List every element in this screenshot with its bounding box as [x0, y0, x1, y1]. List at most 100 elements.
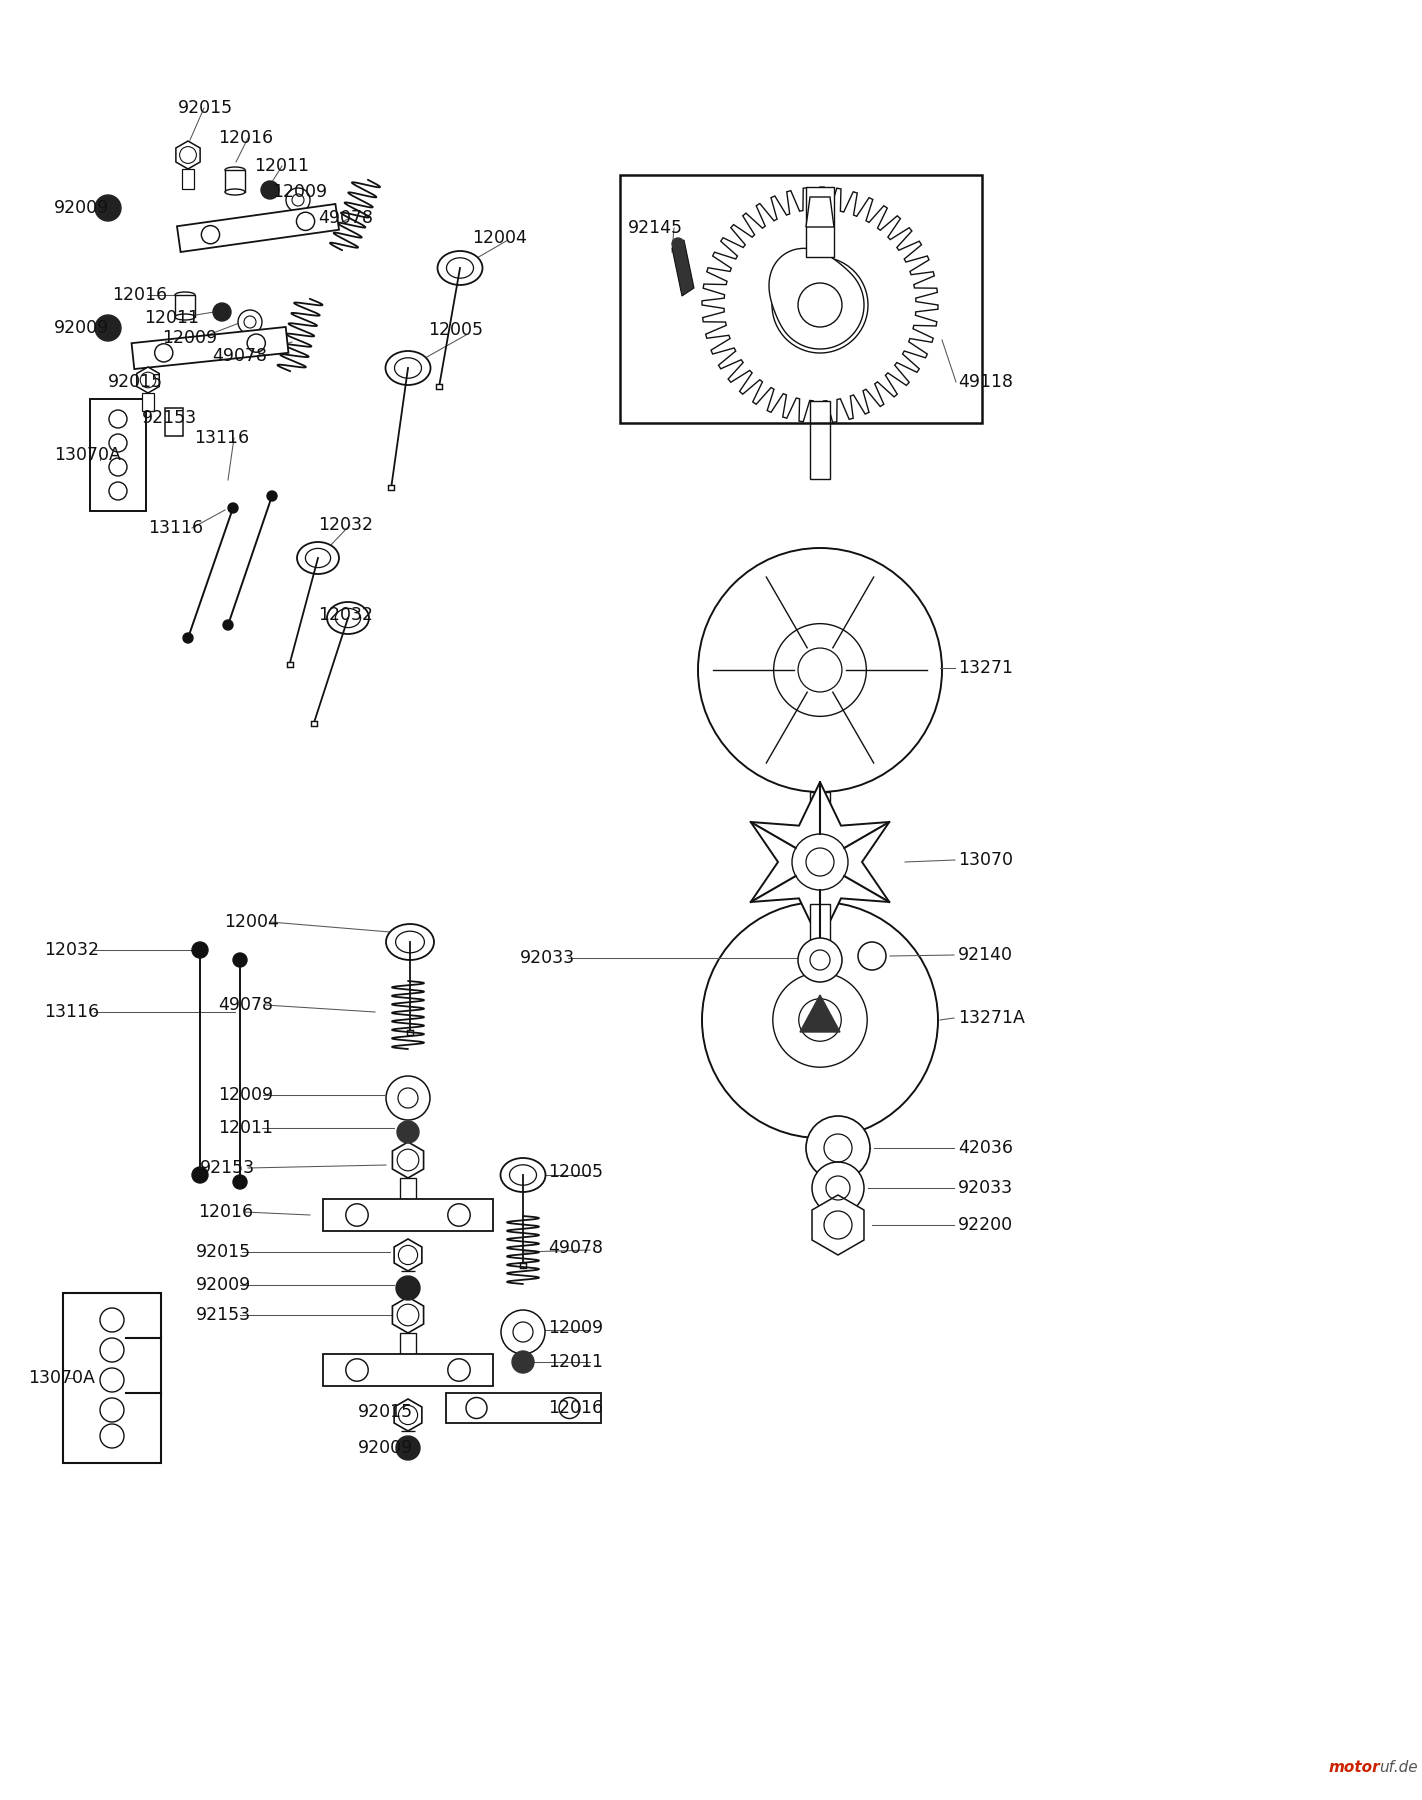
Text: 92153: 92153 — [142, 409, 198, 427]
Bar — [811, 792, 830, 857]
Polygon shape — [769, 248, 865, 349]
Bar — [806, 187, 833, 257]
Circle shape — [233, 952, 247, 967]
Circle shape — [772, 972, 867, 1067]
Ellipse shape — [225, 167, 245, 173]
Ellipse shape — [297, 542, 338, 574]
Bar — [811, 401, 830, 479]
Bar — [437, 383, 442, 389]
Bar — [142, 392, 154, 410]
Text: 49078: 49078 — [547, 1238, 603, 1256]
Circle shape — [192, 1166, 208, 1183]
Polygon shape — [132, 328, 289, 369]
Text: 92140: 92140 — [958, 947, 1012, 965]
Circle shape — [772, 257, 867, 353]
Text: 12016: 12016 — [112, 286, 168, 304]
Bar — [400, 1177, 417, 1208]
Text: 92009: 92009 — [358, 1438, 414, 1456]
Circle shape — [395, 1436, 419, 1460]
Bar — [620, 175, 983, 423]
Circle shape — [233, 1175, 247, 1190]
Polygon shape — [445, 1393, 600, 1424]
Text: 12016: 12016 — [198, 1202, 253, 1220]
Polygon shape — [394, 1399, 422, 1431]
Circle shape — [286, 187, 310, 212]
Text: 92015: 92015 — [358, 1402, 414, 1420]
Circle shape — [397, 1121, 419, 1143]
Bar — [388, 484, 394, 490]
Circle shape — [673, 238, 684, 250]
Ellipse shape — [385, 351, 431, 385]
Ellipse shape — [327, 601, 368, 634]
Circle shape — [806, 1116, 870, 1181]
Text: 12032: 12032 — [319, 517, 373, 535]
Circle shape — [95, 315, 121, 340]
Circle shape — [192, 941, 208, 958]
Polygon shape — [702, 187, 939, 423]
Bar — [182, 169, 195, 189]
Text: 49078: 49078 — [218, 995, 273, 1013]
Text: 92033: 92033 — [520, 949, 574, 967]
Polygon shape — [323, 1199, 493, 1231]
Text: 12011: 12011 — [218, 1120, 273, 1138]
Polygon shape — [801, 995, 840, 1031]
Polygon shape — [812, 1195, 865, 1255]
Text: 92200: 92200 — [958, 1217, 1012, 1235]
Text: 13116: 13116 — [193, 428, 249, 446]
Circle shape — [267, 491, 277, 500]
Bar — [175, 295, 195, 317]
Text: 12009: 12009 — [162, 329, 218, 347]
Circle shape — [702, 902, 939, 1138]
Bar — [520, 1264, 526, 1267]
Text: 13116: 13116 — [44, 1003, 100, 1021]
Circle shape — [395, 1276, 419, 1300]
Text: 13070A: 13070A — [54, 446, 121, 464]
Circle shape — [228, 502, 237, 513]
Text: 12005: 12005 — [547, 1163, 603, 1181]
Text: 13271A: 13271A — [958, 1010, 1025, 1028]
Circle shape — [812, 1163, 865, 1213]
Text: 13116: 13116 — [148, 518, 203, 536]
Ellipse shape — [225, 189, 245, 194]
Text: 12009: 12009 — [272, 184, 327, 202]
Text: 92009: 92009 — [54, 200, 109, 218]
Text: 92009: 92009 — [196, 1276, 252, 1294]
Text: 12005: 12005 — [428, 320, 483, 338]
Text: 12032: 12032 — [319, 607, 373, 625]
Circle shape — [213, 302, 230, 320]
Polygon shape — [392, 1141, 424, 1177]
Text: 12009: 12009 — [547, 1319, 603, 1337]
Text: 49078: 49078 — [319, 209, 373, 227]
Bar — [286, 662, 293, 668]
Bar — [811, 904, 830, 954]
Text: 12011: 12011 — [144, 310, 199, 328]
Bar — [165, 409, 183, 436]
Polygon shape — [137, 367, 159, 392]
Text: 12009: 12009 — [218, 1085, 273, 1103]
Polygon shape — [176, 140, 201, 169]
Circle shape — [698, 547, 941, 792]
Polygon shape — [176, 203, 338, 252]
Text: 13271: 13271 — [958, 659, 1012, 677]
Circle shape — [223, 619, 233, 630]
Text: 49118: 49118 — [958, 373, 1012, 391]
Text: 12011: 12011 — [255, 157, 309, 175]
Text: 12032: 12032 — [44, 941, 100, 959]
Ellipse shape — [501, 1157, 546, 1192]
Circle shape — [385, 1076, 429, 1120]
Text: 92015: 92015 — [108, 373, 164, 391]
Circle shape — [237, 310, 262, 335]
Text: 92153: 92153 — [196, 1307, 252, 1325]
Circle shape — [262, 182, 279, 200]
Ellipse shape — [175, 292, 195, 299]
Text: 92015: 92015 — [178, 99, 233, 117]
Circle shape — [798, 938, 842, 983]
Text: 92015: 92015 — [196, 1244, 252, 1262]
Polygon shape — [806, 196, 833, 227]
Circle shape — [501, 1310, 545, 1354]
Circle shape — [183, 634, 193, 643]
Bar — [63, 1292, 161, 1463]
Text: 92009: 92009 — [54, 319, 109, 337]
Polygon shape — [751, 781, 889, 941]
Ellipse shape — [385, 923, 434, 959]
